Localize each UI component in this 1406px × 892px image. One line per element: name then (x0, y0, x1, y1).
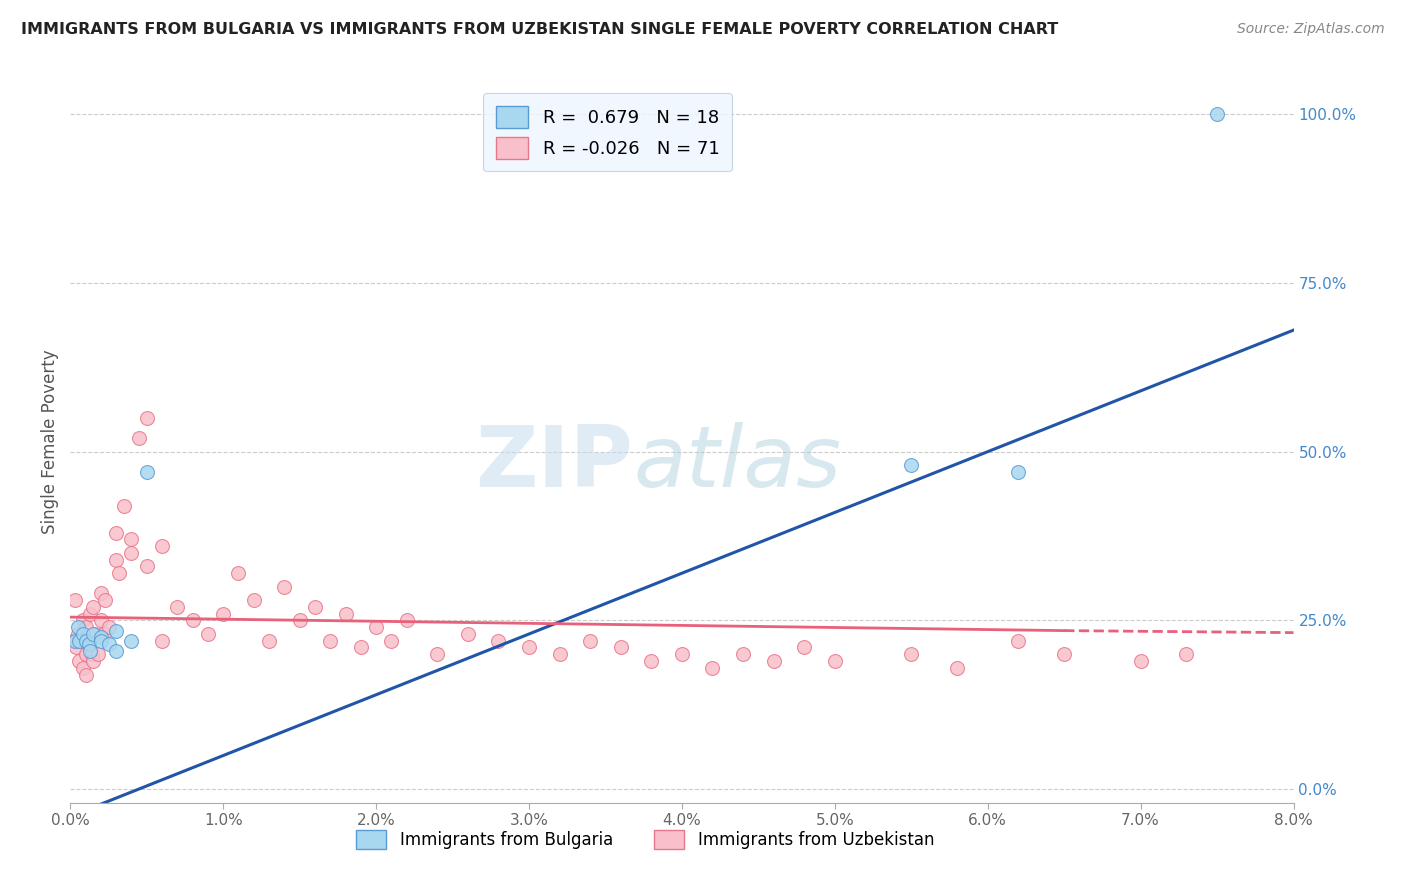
Point (1206, 107, 1229, 121)
Y-axis label: Single Female Poverty: Single Female Poverty (41, 350, 59, 533)
Point (121, 633, 143, 648)
Point (72, 614, 94, 628)
Point (73, 633, 96, 648)
Text: IMMIGRANTS FROM BULGARIA VS IMMIGRANTS FROM UZBEKISTAN SINGLE FEMALE POVERTY COR: IMMIGRANTS FROM BULGARIA VS IMMIGRANTS F… (21, 22, 1059, 37)
Point (426, 647, 449, 661)
Point (66, 620, 89, 634)
Point (304, 599, 326, 614)
Point (105, 644, 128, 658)
Point (97, 637, 120, 651)
Point (82, 654, 104, 668)
Point (135, 559, 157, 574)
Point (62, 633, 84, 648)
Point (1129, 654, 1152, 668)
Point (128, 431, 150, 445)
Point (80, 647, 103, 661)
Point (77, 637, 100, 651)
Point (90, 586, 112, 600)
Point (181, 614, 204, 628)
Point (243, 593, 266, 607)
Point (900, 647, 922, 661)
Point (640, 654, 662, 668)
Point (166, 599, 188, 614)
Text: atlas: atlas (633, 422, 841, 505)
Point (548, 647, 571, 661)
Point (93, 627, 115, 641)
Point (135, 465, 157, 479)
Point (82, 627, 104, 641)
Point (380, 633, 402, 648)
Point (135, 411, 157, 425)
Point (72, 627, 94, 641)
Point (335, 607, 357, 621)
Text: Source: ZipAtlas.com: Source: ZipAtlas.com (1237, 22, 1385, 37)
Point (1007, 465, 1029, 479)
Point (671, 647, 693, 661)
Point (488, 633, 510, 648)
Point (90, 631, 112, 645)
Point (793, 640, 815, 655)
Point (946, 661, 969, 675)
Point (66, 627, 89, 641)
Point (212, 607, 235, 621)
Point (579, 633, 602, 648)
Point (702, 661, 724, 675)
Point (90, 614, 112, 628)
Point (366, 620, 388, 634)
Point (112, 499, 135, 513)
Text: ZIP: ZIP (475, 422, 633, 505)
Point (121, 533, 143, 547)
Point (77, 633, 100, 648)
Point (75, 633, 97, 648)
Point (79, 644, 101, 658)
Point (75, 667, 97, 681)
Point (288, 614, 311, 628)
Point (273, 580, 295, 594)
Point (457, 627, 479, 641)
Point (97, 620, 120, 634)
Point (87, 647, 110, 661)
Point (82, 599, 104, 614)
Point (900, 458, 922, 472)
Point (257, 633, 280, 648)
Point (197, 627, 219, 641)
Point (90, 633, 112, 648)
Point (1175, 647, 1198, 661)
Point (94, 593, 117, 607)
Point (70, 633, 93, 648)
Point (63, 633, 86, 648)
Point (121, 546, 143, 560)
Point (762, 654, 785, 668)
Point (319, 633, 342, 648)
Point (75, 647, 97, 661)
Point (517, 640, 540, 655)
Point (83, 627, 105, 641)
Point (228, 566, 250, 581)
Point (1007, 633, 1029, 648)
Point (69, 633, 91, 648)
Point (75, 620, 97, 634)
Point (150, 539, 173, 553)
Point (105, 525, 128, 540)
Point (350, 640, 373, 655)
Point (65, 640, 87, 655)
Point (105, 552, 128, 566)
Point (69, 654, 91, 668)
Point (72, 661, 94, 675)
Point (609, 640, 631, 655)
Point (105, 624, 128, 638)
Point (79, 607, 101, 621)
Point (63, 593, 86, 607)
Point (731, 647, 754, 661)
Legend: Immigrants from Bulgaria, Immigrants from Uzbekistan: Immigrants from Bulgaria, Immigrants fro… (350, 823, 941, 856)
Point (108, 566, 131, 581)
Point (824, 654, 846, 668)
Point (1053, 647, 1076, 661)
Point (150, 633, 173, 648)
Point (395, 614, 418, 628)
